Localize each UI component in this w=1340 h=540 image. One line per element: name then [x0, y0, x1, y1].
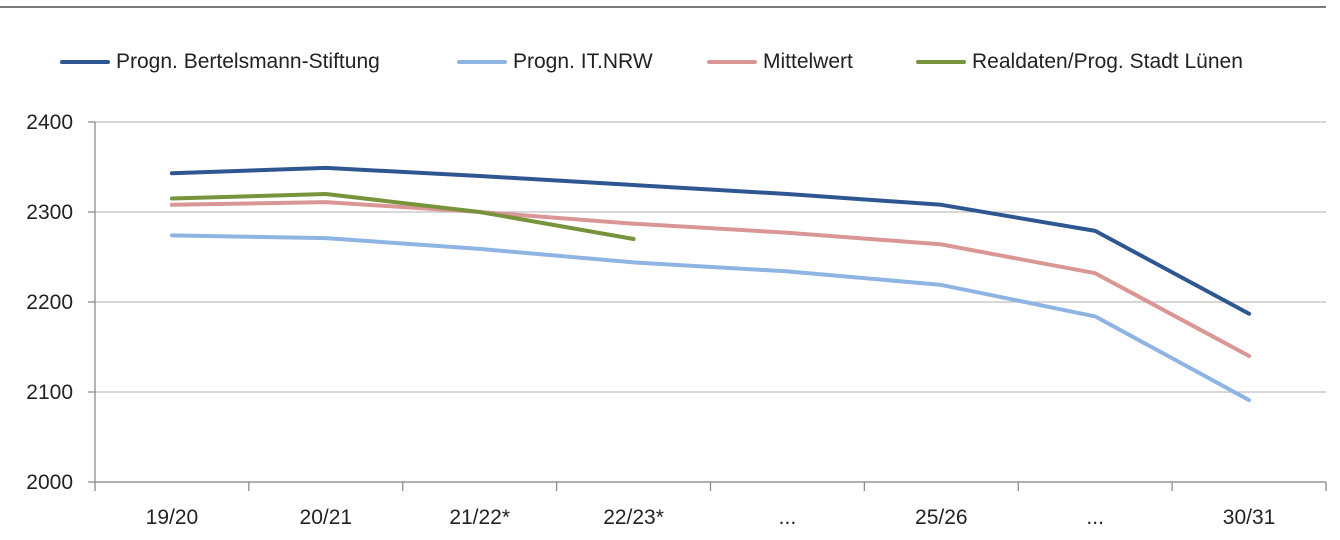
x-tick-label: 20/21 — [300, 506, 353, 529]
legend-swatch-mittelwert — [707, 60, 757, 64]
legend-item-itnrw: Progn. IT.NRW — [457, 46, 653, 78]
legend-item-bertelsmann: Progn. Bertelsmann-Stiftung — [60, 46, 380, 78]
x-tick-label: ... — [1086, 506, 1104, 529]
legend-label-bertelsmann: Progn. Bertelsmann-Stiftung — [116, 50, 380, 73]
legend-label-mittelwert: Mittelwert — [763, 50, 853, 73]
series-line-1 — [169, 233, 1252, 403]
y-tick-label: 2000 — [26, 471, 73, 494]
chart-legend: Progn. Bertelsmann-Stiftung Progn. IT.NR… — [60, 46, 1320, 78]
x-tick-label: 22/23* — [603, 506, 664, 529]
series-line-2 — [169, 200, 1252, 358]
x-tick-label: 19/20 — [146, 506, 199, 529]
y-tick-label: 2300 — [26, 201, 73, 224]
series-line-3 — [169, 192, 636, 241]
y-tick-label: 2400 — [26, 111, 73, 134]
legend-label-itnrw: Progn. IT.NRW — [513, 50, 653, 73]
top-border-line — [0, 6, 1326, 8]
y-tick-label: 2100 — [26, 381, 73, 404]
x-tick-label: 30/31 — [1223, 506, 1276, 529]
legend-swatch-bertelsmann — [60, 60, 110, 64]
series-line-0 — [169, 165, 1252, 316]
x-tick-label: 21/22* — [449, 506, 510, 529]
legend-item-luenen: Realdaten/Prog. Stadt Lünen — [916, 46, 1243, 78]
legend-item-mittelwert: Mittelwert — [707, 46, 853, 78]
x-tick-label: ... — [779, 506, 797, 529]
legend-swatch-itnrw — [457, 60, 507, 64]
x-tick-label: 25/26 — [915, 506, 968, 529]
legend-label-luenen: Realdaten/Prog. Stadt Lünen — [972, 50, 1243, 73]
legend-swatch-luenen — [916, 60, 966, 64]
y-tick-label: 2200 — [26, 291, 73, 314]
